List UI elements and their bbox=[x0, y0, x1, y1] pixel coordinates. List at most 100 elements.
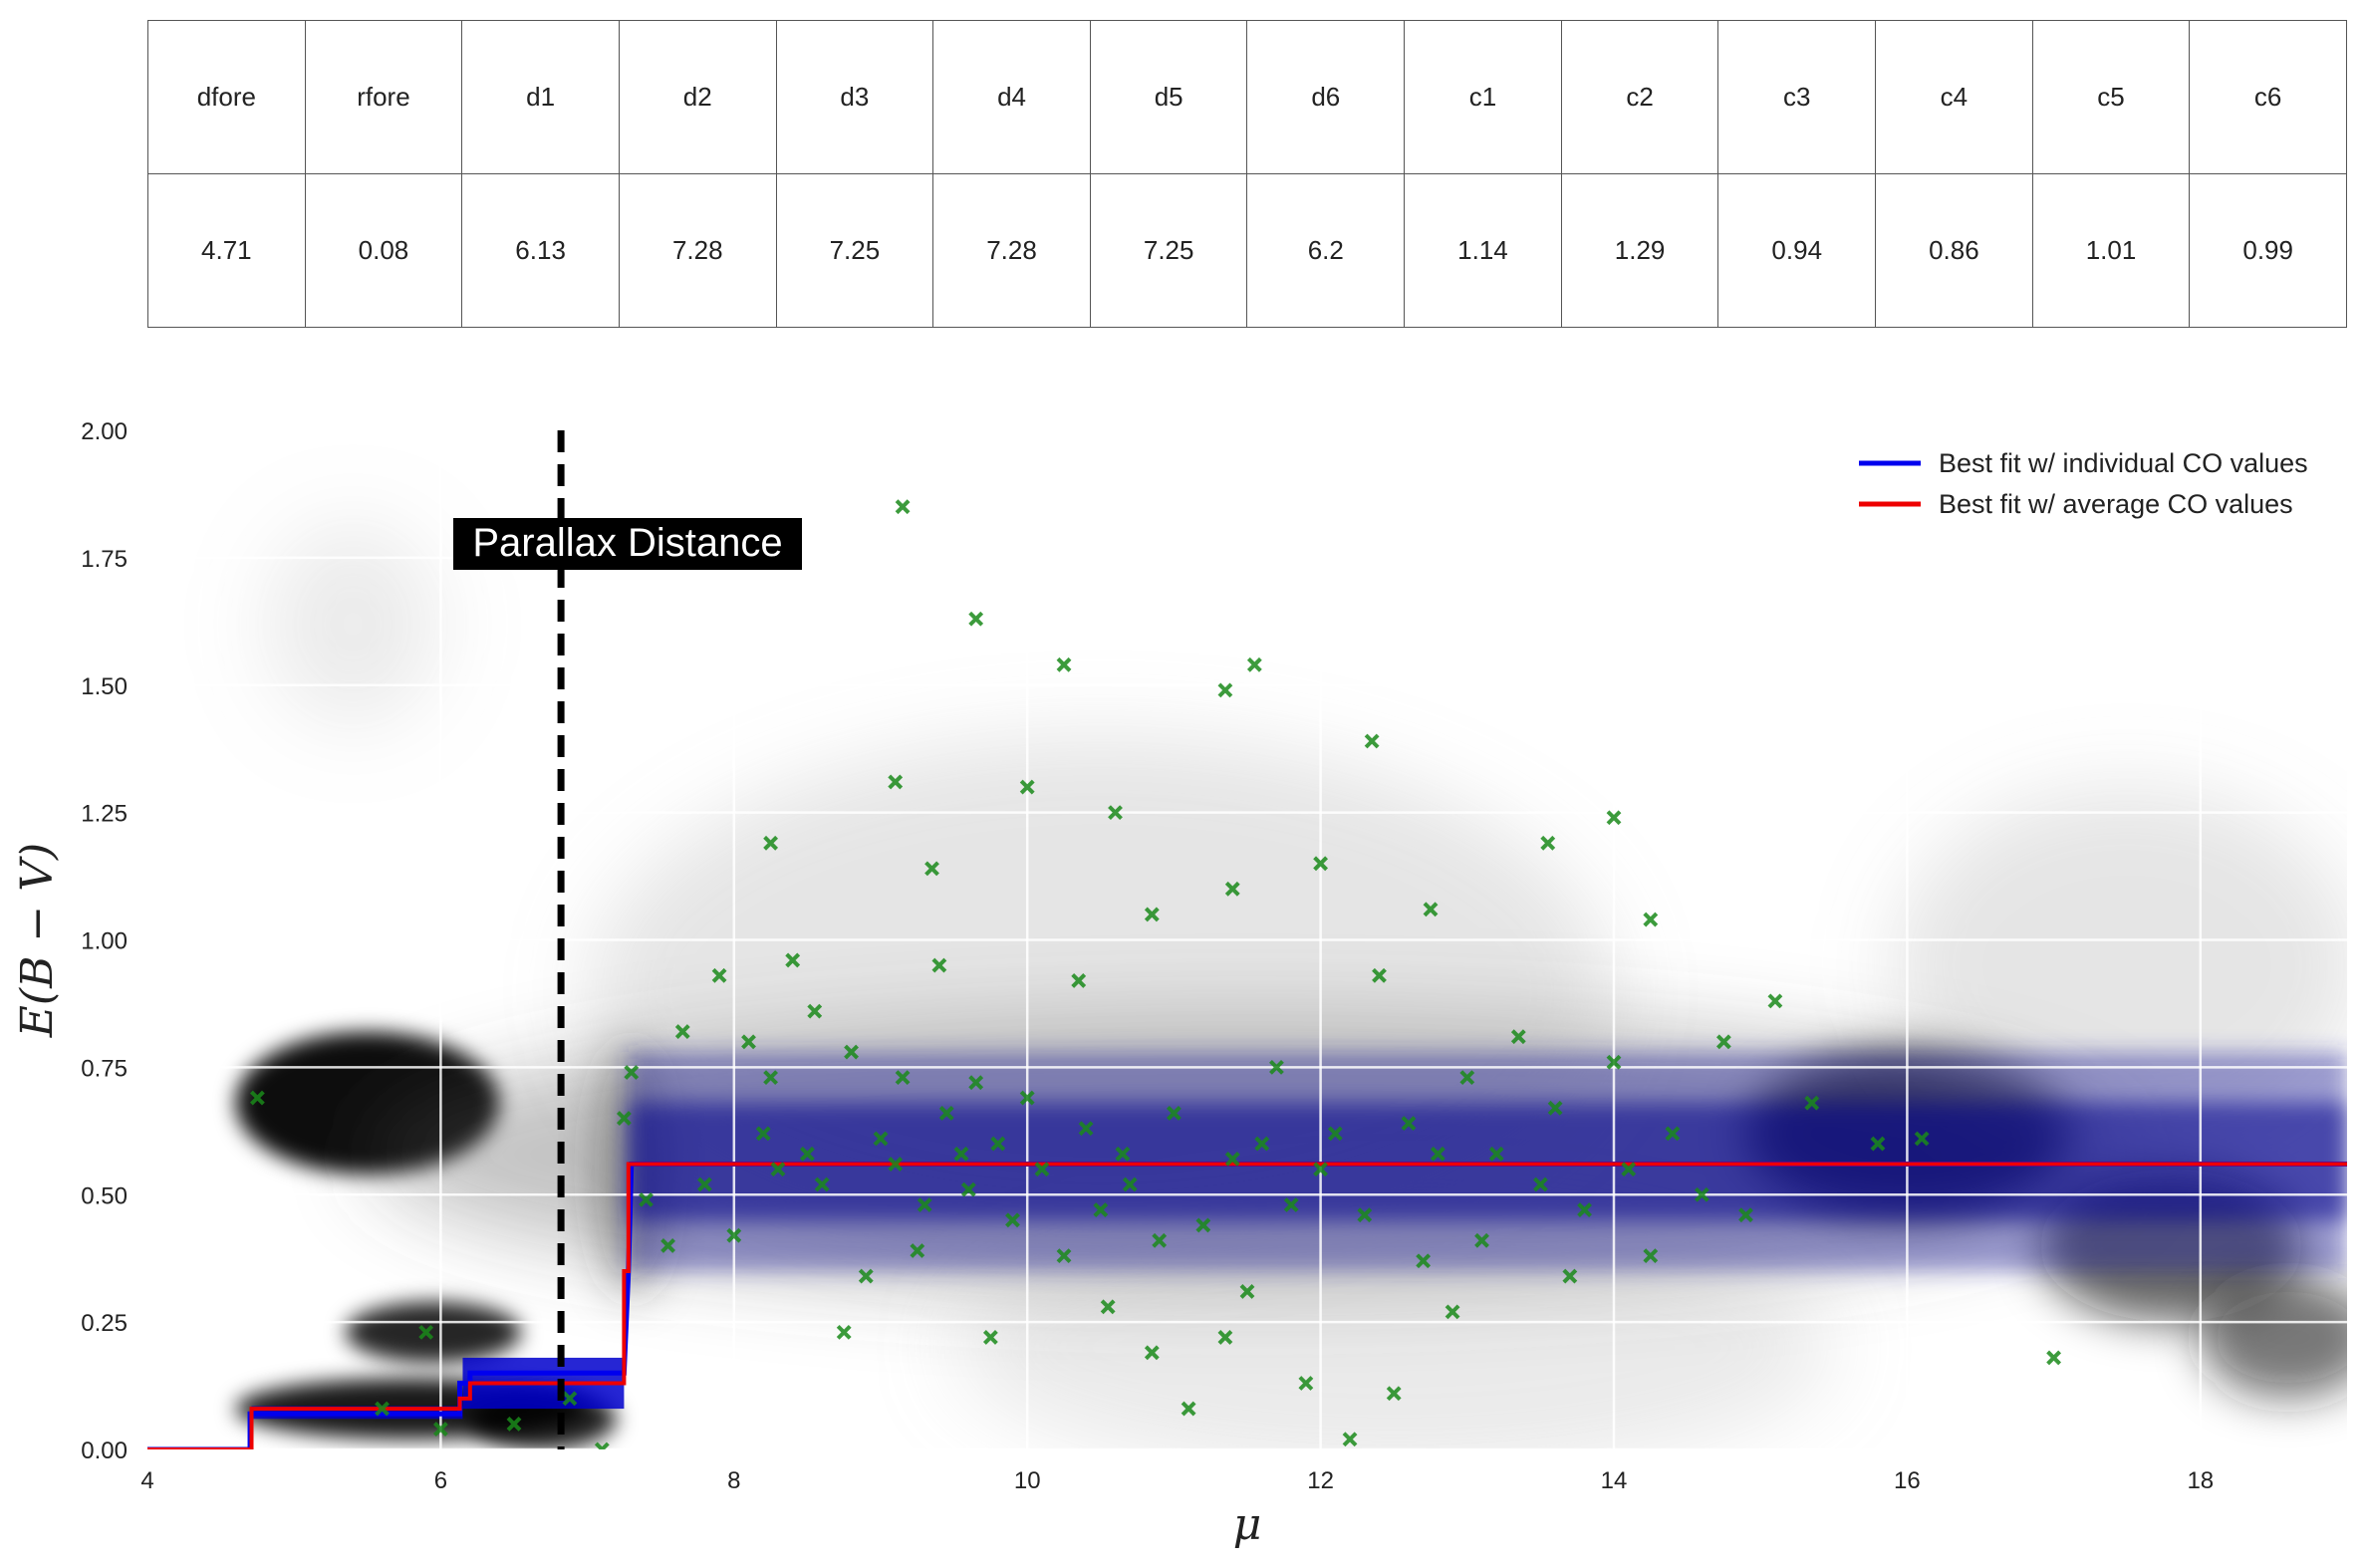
scatter-point bbox=[1364, 733, 1380, 749]
table-header-c2: c2 bbox=[1560, 20, 1719, 174]
scatter-points bbox=[249, 499, 2062, 1449]
scatter-point bbox=[1474, 1232, 1489, 1248]
scatter-point bbox=[953, 1146, 969, 1162]
scatter-point bbox=[696, 1176, 712, 1192]
table-header-d3: d3 bbox=[775, 20, 934, 174]
scatter-point bbox=[1298, 1376, 1314, 1391]
scatter-point bbox=[982, 1330, 998, 1345]
scatter-point bbox=[594, 1441, 610, 1449]
scatter-point bbox=[1715, 1034, 1731, 1050]
scatter-point bbox=[873, 1131, 889, 1147]
scatter-point bbox=[1071, 973, 1087, 988]
scatter-point bbox=[1327, 1126, 1343, 1142]
table-header-c4: c4 bbox=[1875, 20, 2033, 174]
scatter-point bbox=[1152, 1232, 1168, 1248]
scatter-point bbox=[924, 861, 939, 877]
scatter-point bbox=[624, 1065, 640, 1080]
scatter-point bbox=[960, 1181, 976, 1197]
table-value-row: 4.71 0.08 6.13 7.28 7.25 7.28 7.25 6.2 1.14 1.29 0… bbox=[147, 173, 2347, 328]
scatter-point bbox=[1019, 1090, 1035, 1106]
scatter-point bbox=[1166, 1105, 1182, 1121]
table-header-c3: c3 bbox=[1717, 20, 1877, 174]
scatter-point bbox=[1416, 1253, 1432, 1269]
scatter-point bbox=[1459, 1070, 1475, 1086]
scatter-point bbox=[2046, 1350, 2062, 1366]
table-value-c3: 0.94 bbox=[1717, 173, 1877, 328]
table-value-c1: 1.14 bbox=[1404, 173, 1562, 328]
scatter-point bbox=[1357, 1207, 1373, 1223]
scatter-point bbox=[1224, 881, 1240, 897]
y-tick-label: 1.25 bbox=[81, 801, 128, 828]
scatter-point bbox=[755, 1126, 771, 1142]
scatter-point bbox=[1056, 1248, 1072, 1264]
scatter-point bbox=[785, 952, 801, 968]
table-header-c6: c6 bbox=[2189, 20, 2347, 174]
y-tick-label: 0.00 bbox=[81, 1437, 128, 1464]
y-tick-label: 1.50 bbox=[81, 673, 128, 700]
scatter-point bbox=[1078, 1121, 1094, 1137]
y-axis-label: E(B − V) bbox=[12, 843, 63, 1038]
scatter-point bbox=[770, 1162, 786, 1177]
table-value-d4: 7.28 bbox=[932, 173, 1091, 328]
scatter-point bbox=[763, 835, 779, 851]
table-value-c6: 0.99 bbox=[2189, 173, 2347, 328]
scatter-point bbox=[1510, 1029, 1526, 1045]
table-header-d1: d1 bbox=[461, 20, 620, 174]
table-header-c5: c5 bbox=[2031, 20, 2191, 174]
annotation-box bbox=[453, 518, 802, 570]
scatter-point bbox=[1005, 1212, 1020, 1228]
scatter-point bbox=[1239, 1284, 1255, 1299]
scatter-point bbox=[814, 1176, 830, 1192]
scatter-point bbox=[858, 1268, 874, 1284]
scatter-point bbox=[1606, 1054, 1622, 1070]
x-tick-label: 14 bbox=[1601, 1467, 1628, 1494]
scatter-point bbox=[1606, 810, 1622, 826]
scatter-point bbox=[711, 967, 727, 983]
scatter-point bbox=[1144, 1345, 1160, 1361]
table-value-d1: 6.13 bbox=[461, 173, 620, 328]
scatter-point bbox=[763, 1070, 779, 1086]
scatter-point bbox=[1643, 912, 1659, 927]
scatter-point bbox=[888, 774, 904, 790]
table-value-c5: 1.01 bbox=[2031, 173, 2191, 328]
scatter-point bbox=[432, 1422, 448, 1437]
scatter-point bbox=[1254, 1136, 1270, 1152]
y-tick-label: 0.75 bbox=[81, 1055, 128, 1082]
scatter-point bbox=[990, 1136, 1006, 1152]
parameter-table: dfore rfore d1 d2 d3 d4 d5 d6 c1 c2 c3 c4 c5 c6 4.71 0… bbox=[147, 20, 2347, 328]
scatter-point bbox=[249, 1090, 265, 1106]
scatter-point bbox=[799, 1146, 815, 1162]
y-tick-label: 0.50 bbox=[81, 1182, 128, 1209]
scatter-point bbox=[1665, 1126, 1681, 1142]
x-tick-label: 18 bbox=[2187, 1467, 2214, 1494]
table-header-rfore: rfore bbox=[304, 20, 463, 174]
scatter-point bbox=[1547, 1100, 1563, 1116]
scatter-point bbox=[1386, 1386, 1402, 1402]
scatter-point bbox=[1313, 1162, 1329, 1177]
scatter-point bbox=[1540, 835, 1556, 851]
series-line-average bbox=[147, 1162, 2347, 1449]
scatter-point bbox=[1532, 1176, 1548, 1192]
table-header-d6: d6 bbox=[1246, 20, 1406, 174]
scatter-point bbox=[968, 611, 984, 627]
scatter-point bbox=[917, 1197, 932, 1212]
y-tick-label: 2.00 bbox=[81, 418, 128, 445]
y-tick-label: 1.75 bbox=[81, 546, 128, 573]
scatter-point bbox=[674, 1024, 690, 1039]
scatter-point bbox=[1401, 1116, 1417, 1132]
scatter-point bbox=[1694, 1186, 1709, 1202]
scatter-point bbox=[1372, 967, 1387, 983]
legend-label: Best fit w/ individual CO values bbox=[1939, 448, 2308, 478]
scatter-point bbox=[836, 1324, 852, 1340]
scatter-point bbox=[375, 1401, 390, 1417]
table-value-c4: 0.86 bbox=[1875, 173, 2033, 328]
scatter-point bbox=[1914, 1131, 1930, 1147]
scatter-point bbox=[1034, 1162, 1050, 1177]
scatter-point bbox=[726, 1227, 742, 1243]
scatter-point bbox=[1100, 1299, 1116, 1315]
scatter-point bbox=[888, 1157, 904, 1172]
annotation-text: Parallax Distance bbox=[472, 521, 782, 565]
legend-label: Best fit w/ average CO values bbox=[1939, 489, 2293, 519]
scatter-point bbox=[1430, 1146, 1445, 1162]
scatter-point bbox=[1423, 902, 1439, 917]
